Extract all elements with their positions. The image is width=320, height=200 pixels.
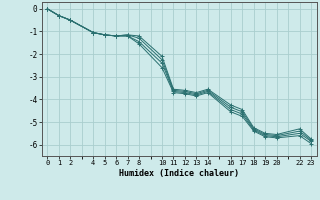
X-axis label: Humidex (Indice chaleur): Humidex (Indice chaleur) xyxy=(119,169,239,178)
